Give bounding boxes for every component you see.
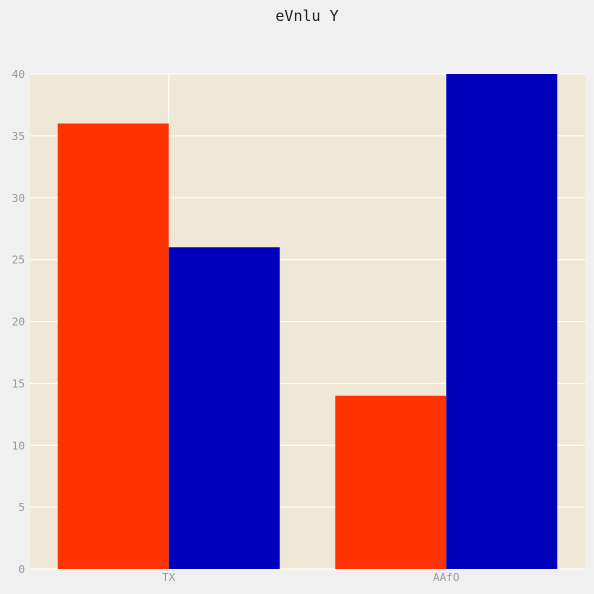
x-axis-ticks: TX AAfO [162,571,459,584]
y-tick-label: 20 [12,316,25,329]
bars [57,74,558,569]
y-tick-label: 30 [12,192,25,205]
bar-tx-series-2 [168,247,280,569]
y-tick-label: 35 [12,130,25,143]
y-tick-label: 5 [18,501,25,514]
x-tick-label: TX [162,571,176,584]
y-tick-label: 25 [12,254,25,267]
bar-tx-series-1 [57,123,169,569]
y-tick-label: 40 [12,68,25,81]
y-tick-label: 0 [18,563,25,576]
y-axis-ticks: 0 5 10 15 20 25 30 35 40 [12,68,25,576]
y-tick-label: 15 [12,377,25,390]
y-tick-label: 10 [12,439,25,452]
x-tick-label: AAfO [433,571,460,584]
bar-aafo-series-1 [335,395,447,569]
chart-title: eVnlu Y [275,7,338,25]
bar-aafo-series-2 [446,74,558,569]
